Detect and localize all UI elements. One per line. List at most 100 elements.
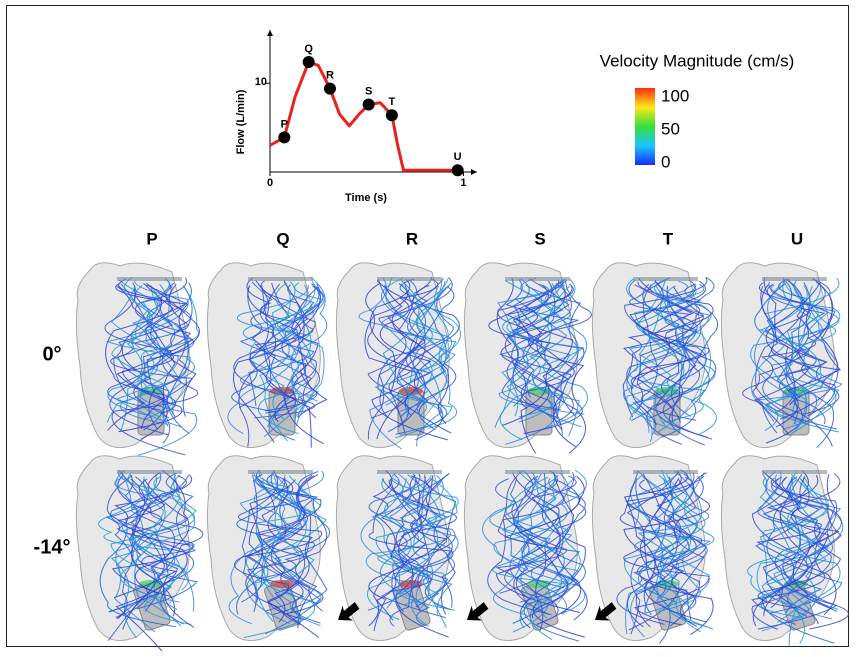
streamline	[518, 475, 585, 619]
streamline	[780, 278, 839, 420]
streamline	[639, 479, 714, 636]
streamline	[243, 477, 327, 639]
streamline	[255, 279, 320, 414]
streamline	[107, 282, 192, 444]
streamline	[623, 285, 710, 419]
streamline	[512, 285, 562, 425]
flow-curve	[269, 60, 464, 172]
streamline	[765, 475, 829, 616]
x-tick-label: 1	[460, 177, 466, 189]
streamline	[382, 280, 444, 416]
streamline	[631, 279, 719, 422]
column-label: P	[146, 229, 157, 248]
streamline	[513, 470, 564, 589]
streamline	[227, 276, 328, 435]
streamline	[117, 478, 152, 620]
inlet-plane	[762, 277, 827, 281]
streamline	[108, 469, 190, 613]
colorbar-tick-label: 50	[661, 119, 680, 138]
heart-rendering	[206, 455, 330, 642]
streamline	[236, 474, 319, 615]
inlet-plane	[505, 277, 570, 281]
inlet-plane	[505, 470, 570, 474]
y-axis-label: Flow (L/min)	[235, 89, 247, 154]
streamline	[231, 285, 296, 441]
streamline	[254, 283, 321, 419]
streamline	[105, 284, 188, 415]
arrow	[595, 602, 617, 621]
streamline	[268, 280, 325, 426]
streamline	[776, 476, 844, 623]
streamline	[629, 280, 685, 421]
streamline	[482, 471, 586, 615]
streamline	[637, 470, 710, 615]
colorbar-title: Velocity Magnitude (cm/s)	[600, 51, 795, 70]
streamline	[635, 473, 707, 628]
heart-rendering	[75, 262, 200, 456]
streamline	[761, 474, 842, 620]
streamline	[247, 479, 328, 613]
streamline	[367, 472, 459, 621]
streamline	[395, 473, 449, 615]
streamline	[369, 280, 456, 450]
arrow	[467, 602, 489, 621]
streamline	[263, 472, 321, 627]
streamline	[659, 472, 715, 609]
y-axis-arrow	[267, 30, 273, 36]
streamline	[754, 282, 835, 449]
streamline	[368, 478, 448, 631]
streamline	[536, 471, 582, 625]
streamline	[626, 284, 697, 432]
colorbar-tick-label: 0	[661, 152, 670, 171]
streamline	[754, 284, 799, 427]
heart-rendering	[75, 455, 204, 652]
phase-label: R	[326, 69, 334, 81]
column-label: T	[663, 229, 674, 248]
streamline	[498, 281, 572, 417]
streamline	[505, 284, 573, 454]
streamline	[634, 471, 711, 605]
streamline	[378, 277, 453, 435]
streamline	[759, 285, 822, 431]
streamline	[623, 472, 710, 627]
streamline	[377, 284, 454, 423]
streamline	[249, 283, 321, 448]
streamline	[270, 469, 328, 615]
arrow	[338, 602, 360, 621]
inlet-plane	[248, 277, 313, 281]
phase-label: Q	[304, 43, 313, 55]
streamline	[763, 478, 842, 617]
streamline	[291, 286, 328, 418]
inlet-plane	[248, 470, 313, 474]
streamline	[509, 283, 588, 431]
streamline	[281, 281, 324, 445]
phase-label: T	[389, 96, 396, 108]
streamline	[623, 286, 704, 419]
streamline	[629, 280, 706, 423]
streamline	[758, 282, 841, 406]
streamline	[369, 278, 452, 434]
streamline	[752, 281, 838, 430]
streamline	[751, 277, 840, 420]
heart-rendering	[335, 262, 462, 450]
x-axis-arrow	[471, 169, 477, 175]
heart-rendering	[720, 455, 849, 647]
streamline	[115, 283, 194, 433]
streamline	[360, 478, 407, 609]
streamline	[228, 473, 283, 625]
streamline	[513, 475, 577, 615]
streamline	[236, 285, 318, 402]
streamline	[774, 478, 823, 614]
streamline	[515, 284, 585, 435]
streamline	[234, 474, 320, 638]
phase-point	[451, 164, 464, 177]
streamline	[511, 278, 592, 419]
streamline	[364, 283, 426, 428]
streamline	[412, 282, 452, 431]
streamline	[634, 279, 701, 414]
streamline	[233, 284, 316, 419]
streamline	[120, 473, 196, 603]
streamline	[111, 474, 194, 598]
streamline	[623, 478, 701, 633]
row-label: 0°	[42, 343, 61, 365]
